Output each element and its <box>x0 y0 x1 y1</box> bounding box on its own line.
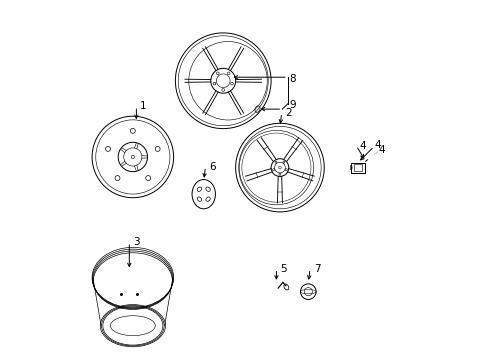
Text: 2: 2 <box>285 108 291 118</box>
Text: 8: 8 <box>289 74 295 84</box>
Text: 9: 9 <box>289 100 295 110</box>
Text: 4: 4 <box>359 141 366 150</box>
Text: 5: 5 <box>279 264 286 274</box>
Text: 1: 1 <box>140 101 146 111</box>
Text: 4: 4 <box>378 145 385 155</box>
Text: 3: 3 <box>133 237 139 247</box>
Text: 6: 6 <box>209 162 215 171</box>
Text: 4: 4 <box>374 140 381 149</box>
Text: 7: 7 <box>313 264 320 274</box>
